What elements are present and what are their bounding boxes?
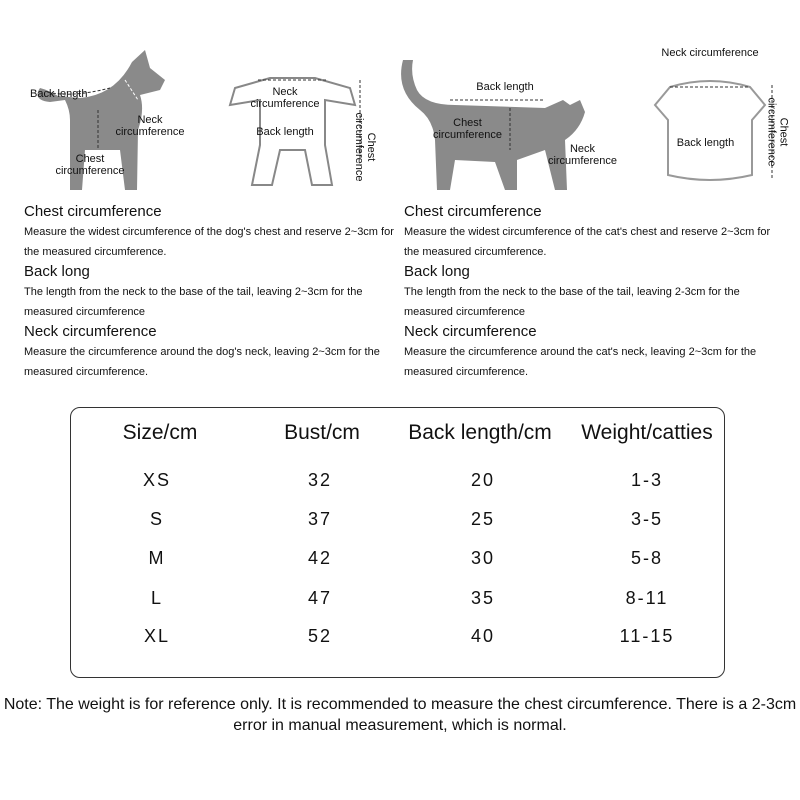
table-cell: 47 xyxy=(307,588,333,608)
cat-measuring-guide: Chest circumference Measure the widest c… xyxy=(404,202,774,382)
guide-text: Measure the widest circumference of the … xyxy=(24,226,394,258)
header-back-length: Back length/cm xyxy=(408,421,552,444)
guide-text: Measure the widest circumference of the … xyxy=(404,226,771,258)
guide-title: Chest circumference xyxy=(24,203,162,220)
table-cell: 30 xyxy=(470,548,496,568)
dog-clothes-back-length-label: Back length xyxy=(256,126,314,138)
table-cell: 37 xyxy=(307,509,333,529)
dog-chest-label: Chest circumference xyxy=(55,153,125,177)
table-cell: 3-5 xyxy=(630,509,663,529)
table-cell: 42 xyxy=(307,548,333,568)
dog-silhouette-illustration xyxy=(37,50,165,190)
cat-clothes-illustration xyxy=(653,80,773,181)
dog-neck-label: Neck circumference xyxy=(115,114,185,138)
cat-chest-label: Chest circumference xyxy=(432,117,503,141)
table-cell: 20 xyxy=(470,470,496,490)
header-weight: Weight/catties xyxy=(581,421,713,444)
table-cell: 32 xyxy=(307,470,333,490)
table-cell: 40 xyxy=(470,626,496,646)
guide-text: The length from the neck to the base of … xyxy=(404,286,740,318)
table-cell: 52 xyxy=(307,626,333,646)
guide-text: The length from the neck to the base of … xyxy=(24,286,363,318)
dog-back-length-label: Back length xyxy=(30,88,88,100)
cat-clothes-back-length-label: Back length xyxy=(676,137,735,149)
table-cell: S xyxy=(149,509,164,529)
note-text: Note: The weight is for reference only. … xyxy=(3,696,797,734)
dog-measuring-guide: Chest circumference Measure the widest c… xyxy=(24,202,394,382)
guide-title: Neck circumference xyxy=(404,323,537,340)
guide-text: Measure the circumference around the dog… xyxy=(24,346,380,378)
table-cell: M xyxy=(148,548,166,568)
cat-neck-label: Neck circumference xyxy=(547,143,618,167)
table-cell: 5-8 xyxy=(630,548,663,568)
table-cell: XS xyxy=(142,470,171,490)
table-cell: 35 xyxy=(470,588,496,608)
table-cell: XL xyxy=(143,626,171,646)
header-bust: Bust/cm xyxy=(284,421,360,444)
table-cell: 1-3 xyxy=(630,470,663,490)
header-size: Size/cm xyxy=(122,421,198,444)
cat-back-length-label: Back length xyxy=(476,81,534,93)
guide-title: Neck circumference xyxy=(24,323,157,340)
cat-clothes-neck-label: Neck circumference xyxy=(661,47,759,59)
guide-text: Measure the circumference around the cat… xyxy=(404,346,757,378)
table-cell: 25 xyxy=(470,509,496,529)
guide-title: Back long xyxy=(24,263,90,280)
table-cell: 8-11 xyxy=(625,588,669,608)
guide-title: Back long xyxy=(404,263,470,280)
dog-clothes-chest-label: Chest circumference xyxy=(353,112,377,182)
dog-clothes-neck-label: Neck circumference xyxy=(250,86,320,110)
cat-silhouette-illustration xyxy=(401,60,585,190)
guide-title: Chest circumference xyxy=(404,203,542,220)
table-cell: L xyxy=(150,588,163,608)
cat-clothes-chest-label: Chest circumference xyxy=(765,97,790,167)
table-cell: 11-15 xyxy=(619,626,675,646)
size-table xyxy=(70,407,725,678)
dog-clothes-illustration xyxy=(228,77,361,186)
